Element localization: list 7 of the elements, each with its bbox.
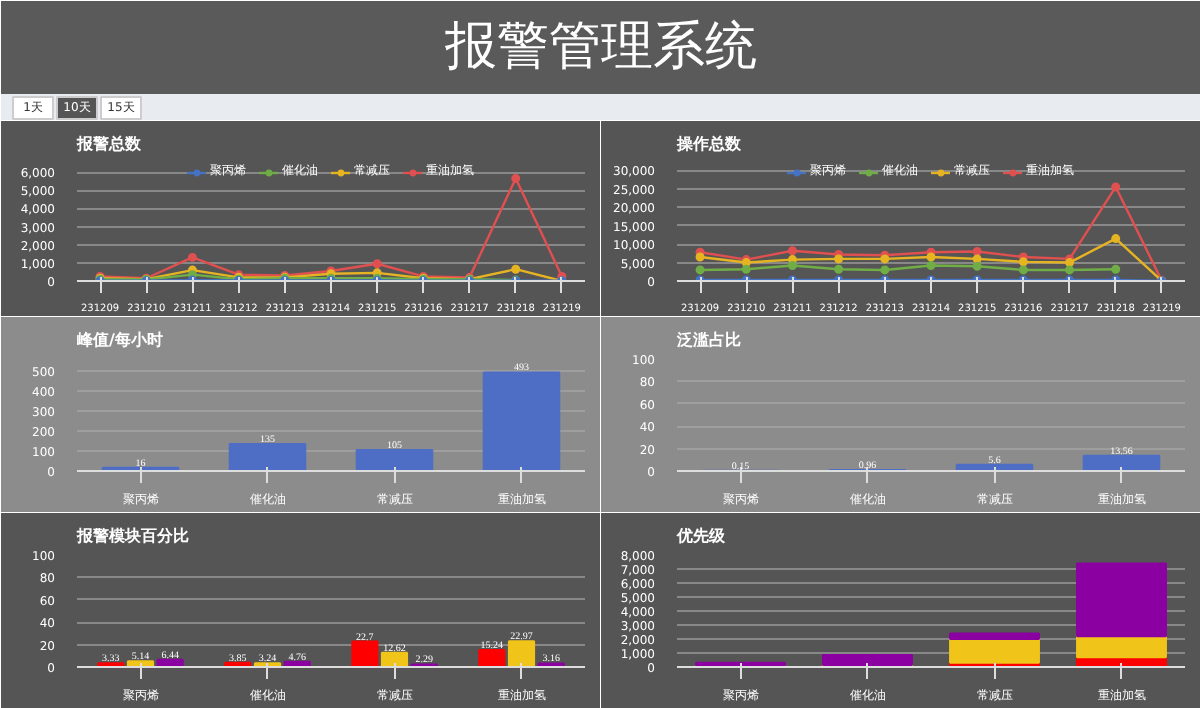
chart-title: 优先级 bbox=[675, 527, 727, 545]
chart-title: 报警模块百分比 bbox=[75, 527, 189, 545]
text: 报警管理系统 bbox=[443, 17, 757, 77]
chart-title: 报警总数 bbox=[75, 135, 143, 153]
chart-title: 峰值/每小时 bbox=[77, 331, 163, 349]
chart-title: 泛滥占比 bbox=[675, 331, 741, 349]
chart-title: 操作总数 bbox=[675, 135, 743, 153]
